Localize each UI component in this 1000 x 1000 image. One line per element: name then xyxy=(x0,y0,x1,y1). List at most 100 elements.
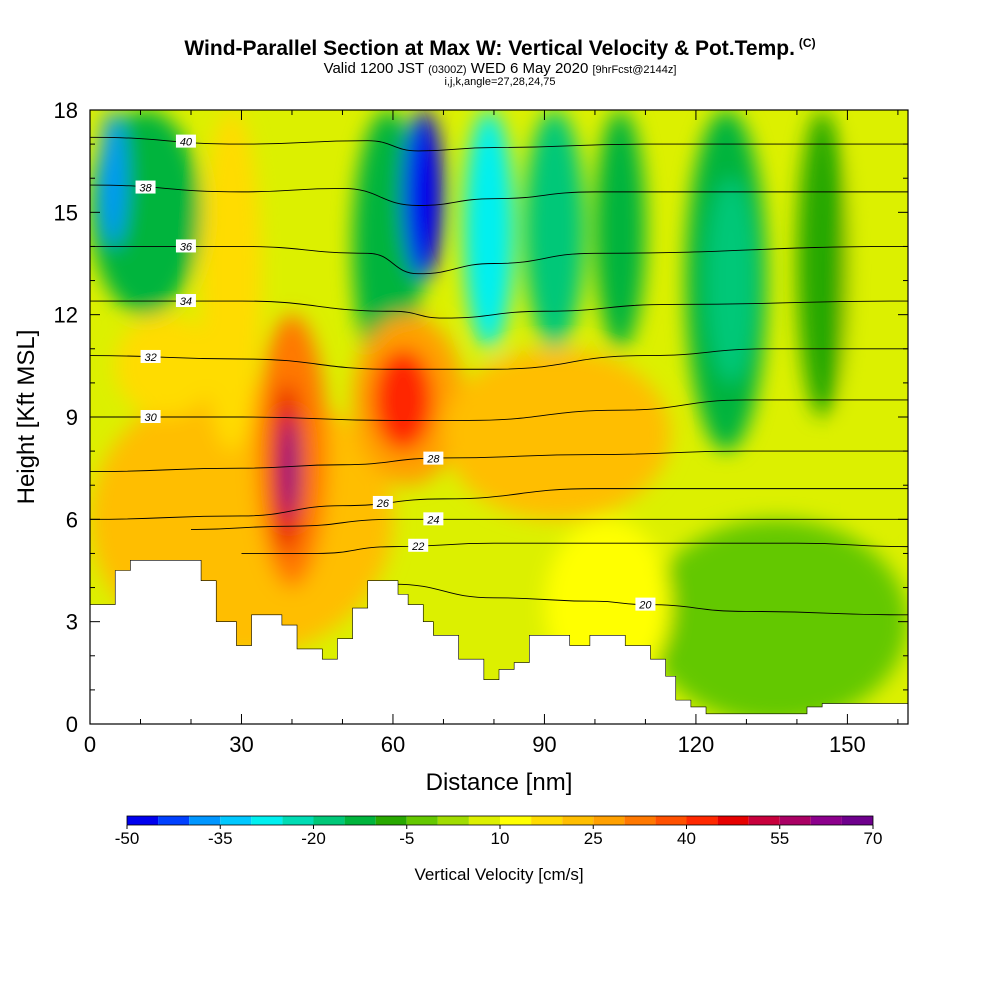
title-mark: (C) xyxy=(798,36,816,50)
y-tick-label: 18 xyxy=(54,98,78,123)
theta-contour-line xyxy=(190,518,908,531)
velocity-cell xyxy=(443,348,671,520)
contour-label-bg xyxy=(423,512,444,526)
subtitle-fcst: [9hrFcst@2144z] xyxy=(592,64,677,76)
colorbar-swatch xyxy=(841,816,873,825)
colorbar-swatch xyxy=(406,816,438,825)
theta-contour-line xyxy=(90,245,908,275)
velocity-cell xyxy=(847,110,908,520)
chart-title-text: Wind-Parallel Section at Max W: Vertical… xyxy=(184,37,795,60)
contour-label-bg xyxy=(175,294,196,308)
colorbar-swatch xyxy=(686,816,718,825)
colorbar-tick-label: 10 xyxy=(491,829,510,848)
colorbar-swatch xyxy=(127,816,159,825)
theta-contour-line xyxy=(241,542,908,554)
contour-label-bg xyxy=(408,538,429,552)
contour-label-bg xyxy=(423,451,444,465)
colorbar-swatch xyxy=(189,816,221,825)
velocity-cell xyxy=(281,417,298,520)
colorbar-tick-label: 25 xyxy=(584,829,603,848)
colorbar-swatch xyxy=(748,816,780,825)
velocity-cells xyxy=(90,110,908,724)
contour-label-bg xyxy=(140,410,161,423)
contour-label: 28 xyxy=(426,454,440,466)
theta-contour-line xyxy=(90,300,908,319)
velocity-cell xyxy=(201,110,262,452)
colorbar-tick-label: -50 xyxy=(115,829,140,848)
theta-contour-line xyxy=(90,348,908,370)
colorbar-swatch xyxy=(810,816,842,825)
subtitle-z: (0300Z) xyxy=(428,64,467,76)
colorbar-tick-label: 70 xyxy=(864,829,883,848)
velocity-cell xyxy=(463,110,515,349)
colorbar-swatch xyxy=(717,816,749,825)
contour-label-bg xyxy=(635,597,656,611)
theta-contour-line xyxy=(90,450,908,473)
contour-label: 26 xyxy=(376,498,390,510)
colorbar-swatch xyxy=(220,816,252,825)
colorbar-swatch xyxy=(562,816,594,825)
velocity-cell xyxy=(706,178,757,383)
theta-contour-line xyxy=(90,136,908,152)
contour-label: 40 xyxy=(180,137,193,149)
x-tick-label: 30 xyxy=(229,732,253,757)
colorbar-tick-label: -5 xyxy=(399,829,414,848)
x-tick-label: 120 xyxy=(678,732,715,757)
contour-label: 36 xyxy=(180,241,193,253)
theta-contour-line xyxy=(392,583,908,616)
x-tick-label: 150 xyxy=(829,732,866,757)
contour-label: 20 xyxy=(638,600,652,612)
x-axis: 0 30 60 90 120 150 xyxy=(84,110,899,757)
theta-contour-line xyxy=(90,399,908,421)
colorbar-tick-label: 55 xyxy=(770,829,789,848)
velocity-cell xyxy=(100,110,126,247)
colorbar-tick-label: -20 xyxy=(301,829,326,848)
velocity-cell xyxy=(594,110,646,349)
colorbar: -50 -35 -20 -5 10 25 40 55 70 xyxy=(115,815,883,848)
colorbar-swatch xyxy=(655,816,687,825)
velocity-cell xyxy=(372,348,434,452)
colorbar-tick-label: -35 xyxy=(208,829,233,848)
y-tick-label: 0 xyxy=(66,712,78,737)
contour-label-bg xyxy=(175,239,196,253)
y-tick-label: 6 xyxy=(66,507,78,532)
colorbar-swatch xyxy=(375,816,407,825)
terrain-mask xyxy=(90,559,908,724)
chart-title: Wind-Parallel Section at Max W: Vertical… xyxy=(0,36,1000,61)
y-tick-label: 15 xyxy=(54,200,78,225)
contour-label-bg xyxy=(140,349,161,363)
contour-label: 34 xyxy=(180,296,192,308)
velocity-cell xyxy=(645,519,908,724)
colorbar-swatch xyxy=(779,816,811,825)
colorbar-swatch xyxy=(531,816,563,825)
contour-label: 30 xyxy=(144,412,157,424)
colorbar-label: Vertical Velocity [cm/s] xyxy=(414,865,583,884)
velocity-cell xyxy=(115,314,217,418)
contour-label-bg xyxy=(372,495,393,509)
colorbar-swatch xyxy=(313,816,345,825)
contour-label-bg xyxy=(135,180,156,194)
contour-label: 32 xyxy=(144,352,156,364)
colorbar-swatch xyxy=(251,816,283,825)
x-tick-label: 90 xyxy=(532,732,556,757)
velocity-cell xyxy=(524,110,585,349)
subtitle-main: Valid 1200 JST xyxy=(323,60,424,77)
y-axis-label: Height [Kft MSL] xyxy=(13,330,40,505)
y-tick-label: 12 xyxy=(54,303,78,328)
contour-label: 22 xyxy=(411,541,424,553)
colorbar-tick-label: 40 xyxy=(677,829,696,848)
colorbar-swatch xyxy=(344,816,376,825)
y-tick-label: 3 xyxy=(66,610,78,635)
theta-contour-line xyxy=(90,184,908,206)
theta-contour-line xyxy=(90,488,908,520)
colorbar-swatch xyxy=(282,816,314,825)
contour-label-bg xyxy=(175,134,196,148)
x-tick-label: 60 xyxy=(381,732,405,757)
colorbar-swatch xyxy=(624,816,656,825)
colorbar-swatch xyxy=(437,816,469,825)
velocity-cell xyxy=(403,110,444,281)
colorbar-swatch xyxy=(593,816,625,825)
colorbar-swatch xyxy=(468,816,500,825)
chart-subtitle-indices: i,j,k,angle=27,28,24,75 xyxy=(444,76,556,88)
colorbar-swatch xyxy=(158,816,190,825)
